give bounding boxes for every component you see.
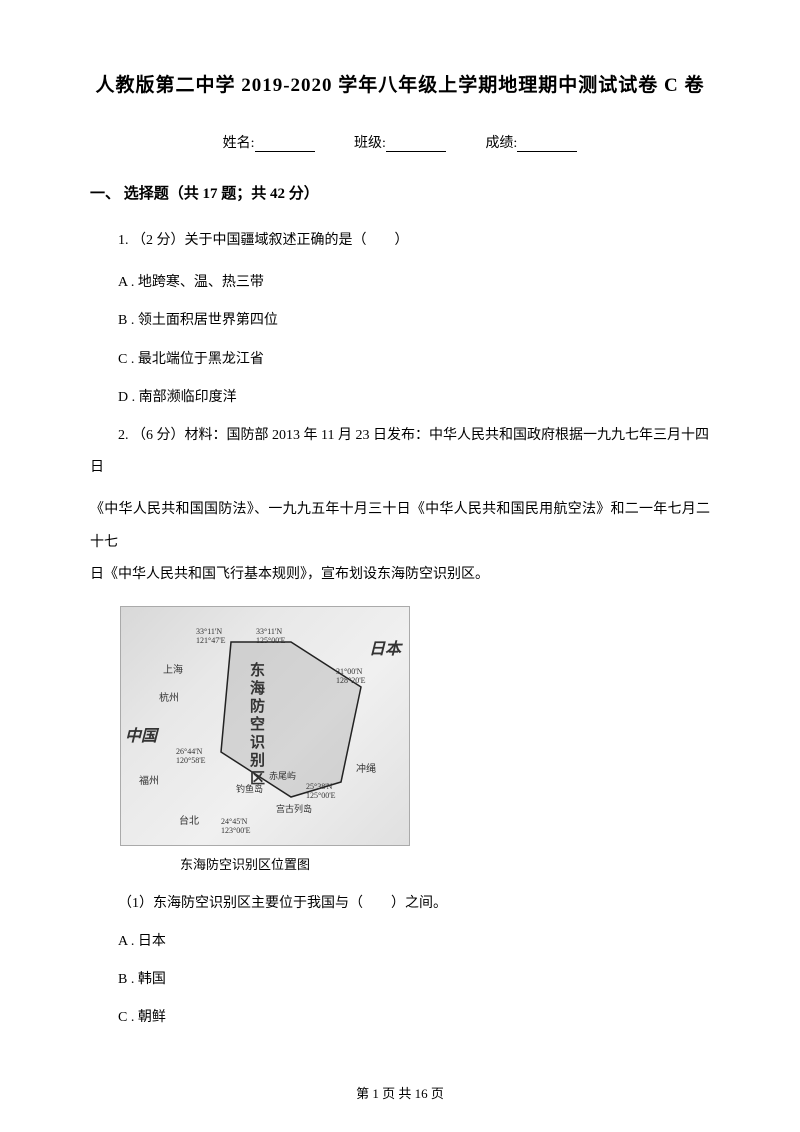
exam-title: 人教版第二中学 2019-2020 学年八年级上学期地理期中测试试卷 C 卷 <box>90 70 710 97</box>
map-label-chiwei: 赤尾屿 <box>269 769 296 782</box>
q2-stem-line1: 2. （6 分）材料：国防部 2013 年 11 月 23 日发布：中华人民共和… <box>90 420 710 484</box>
q2-option-b: B . 韩国 <box>90 964 710 996</box>
map-coord-2: 33°11'N 125°00'E <box>256 627 286 645</box>
map-label-diaoyu: 钓鱼岛 <box>236 782 263 795</box>
q1-option-a: A . 地跨寒、温、热三带 <box>90 267 710 299</box>
map-coord-6: 24°45'N 123°00'E <box>221 817 251 835</box>
map-label-fuzhou: 福州 <box>139 772 159 787</box>
map-label-miyako: 宫古列岛 <box>276 802 312 815</box>
map-container: 中国 日本 东海防空识别区 上海 杭州 福州 台北 冲绳 钓鱼岛 赤尾屿 宫古列… <box>120 606 710 873</box>
page-footer: 第 1 页 共 16 页 <box>0 1083 800 1102</box>
class-label: 班级: <box>354 136 386 151</box>
map-label-shanghai: 上海 <box>163 661 183 676</box>
map-caption: 东海防空识别区位置图 <box>180 854 710 873</box>
name-blank <box>255 151 315 152</box>
map-coord-4: 26°44'N 120°58'E <box>176 747 206 765</box>
map-coord-5: 25°38'N 125°00'E <box>306 782 336 800</box>
map-label-china: 中国 <box>125 722 157 746</box>
score-label: 成绩: <box>485 136 517 151</box>
q2-option-c: C . 朝鲜 <box>90 1002 710 1034</box>
q1-stem: 1. （2 分）关于中国疆域叙述正确的是（ ） <box>90 225 710 257</box>
name-field: 姓名: <box>223 132 315 152</box>
class-blank <box>386 151 446 152</box>
q2-stem-line3: 日《中华人民共和国飞行基本规则》，宣布划设东海防空识别区。 <box>90 559 710 591</box>
map-image: 中国 日本 东海防空识别区 上海 杭州 福州 台北 冲绳 钓鱼岛 赤尾屿 宫古列… <box>120 606 410 846</box>
score-blank <box>517 151 577 152</box>
map-label-taibei: 台北 <box>179 812 199 827</box>
q2-option-a: A . 日本 <box>90 926 710 958</box>
score-field: 成绩: <box>485 132 577 152</box>
map-coord-3: 31°00'N 128°20'E <box>336 667 366 685</box>
q1-option-b: B . 领土面积居世界第四位 <box>90 305 710 337</box>
map-label-japan: 日本 <box>369 635 401 659</box>
q1-option-d: D . 南部濒临印度洋 <box>90 382 710 414</box>
map-coord-1: 33°11'N 121°47'E <box>196 627 226 645</box>
q2-stem-line2: 《中华人民共和国国防法》、一九九五年十月三十日《中华人民共和国民用航空法》和二一… <box>90 494 710 558</box>
q1-option-c: C . 最北端位于黑龙江省 <box>90 344 710 376</box>
name-label: 姓名: <box>223 136 255 151</box>
section-1-header: 一、 选择题（共 17 题；共 42 分） <box>90 182 710 203</box>
q2-sub1: （1）东海防空识别区主要位于我国与（ ）之间。 <box>90 888 710 920</box>
map-label-hangzhou: 杭州 <box>159 689 179 704</box>
class-field: 班级: <box>354 132 446 152</box>
map-label-zone: 东海防空识别区 <box>246 662 267 788</box>
map-label-okinawa: 冲绳 <box>356 760 376 775</box>
header-fields: 姓名: 班级: 成绩: <box>90 132 710 152</box>
